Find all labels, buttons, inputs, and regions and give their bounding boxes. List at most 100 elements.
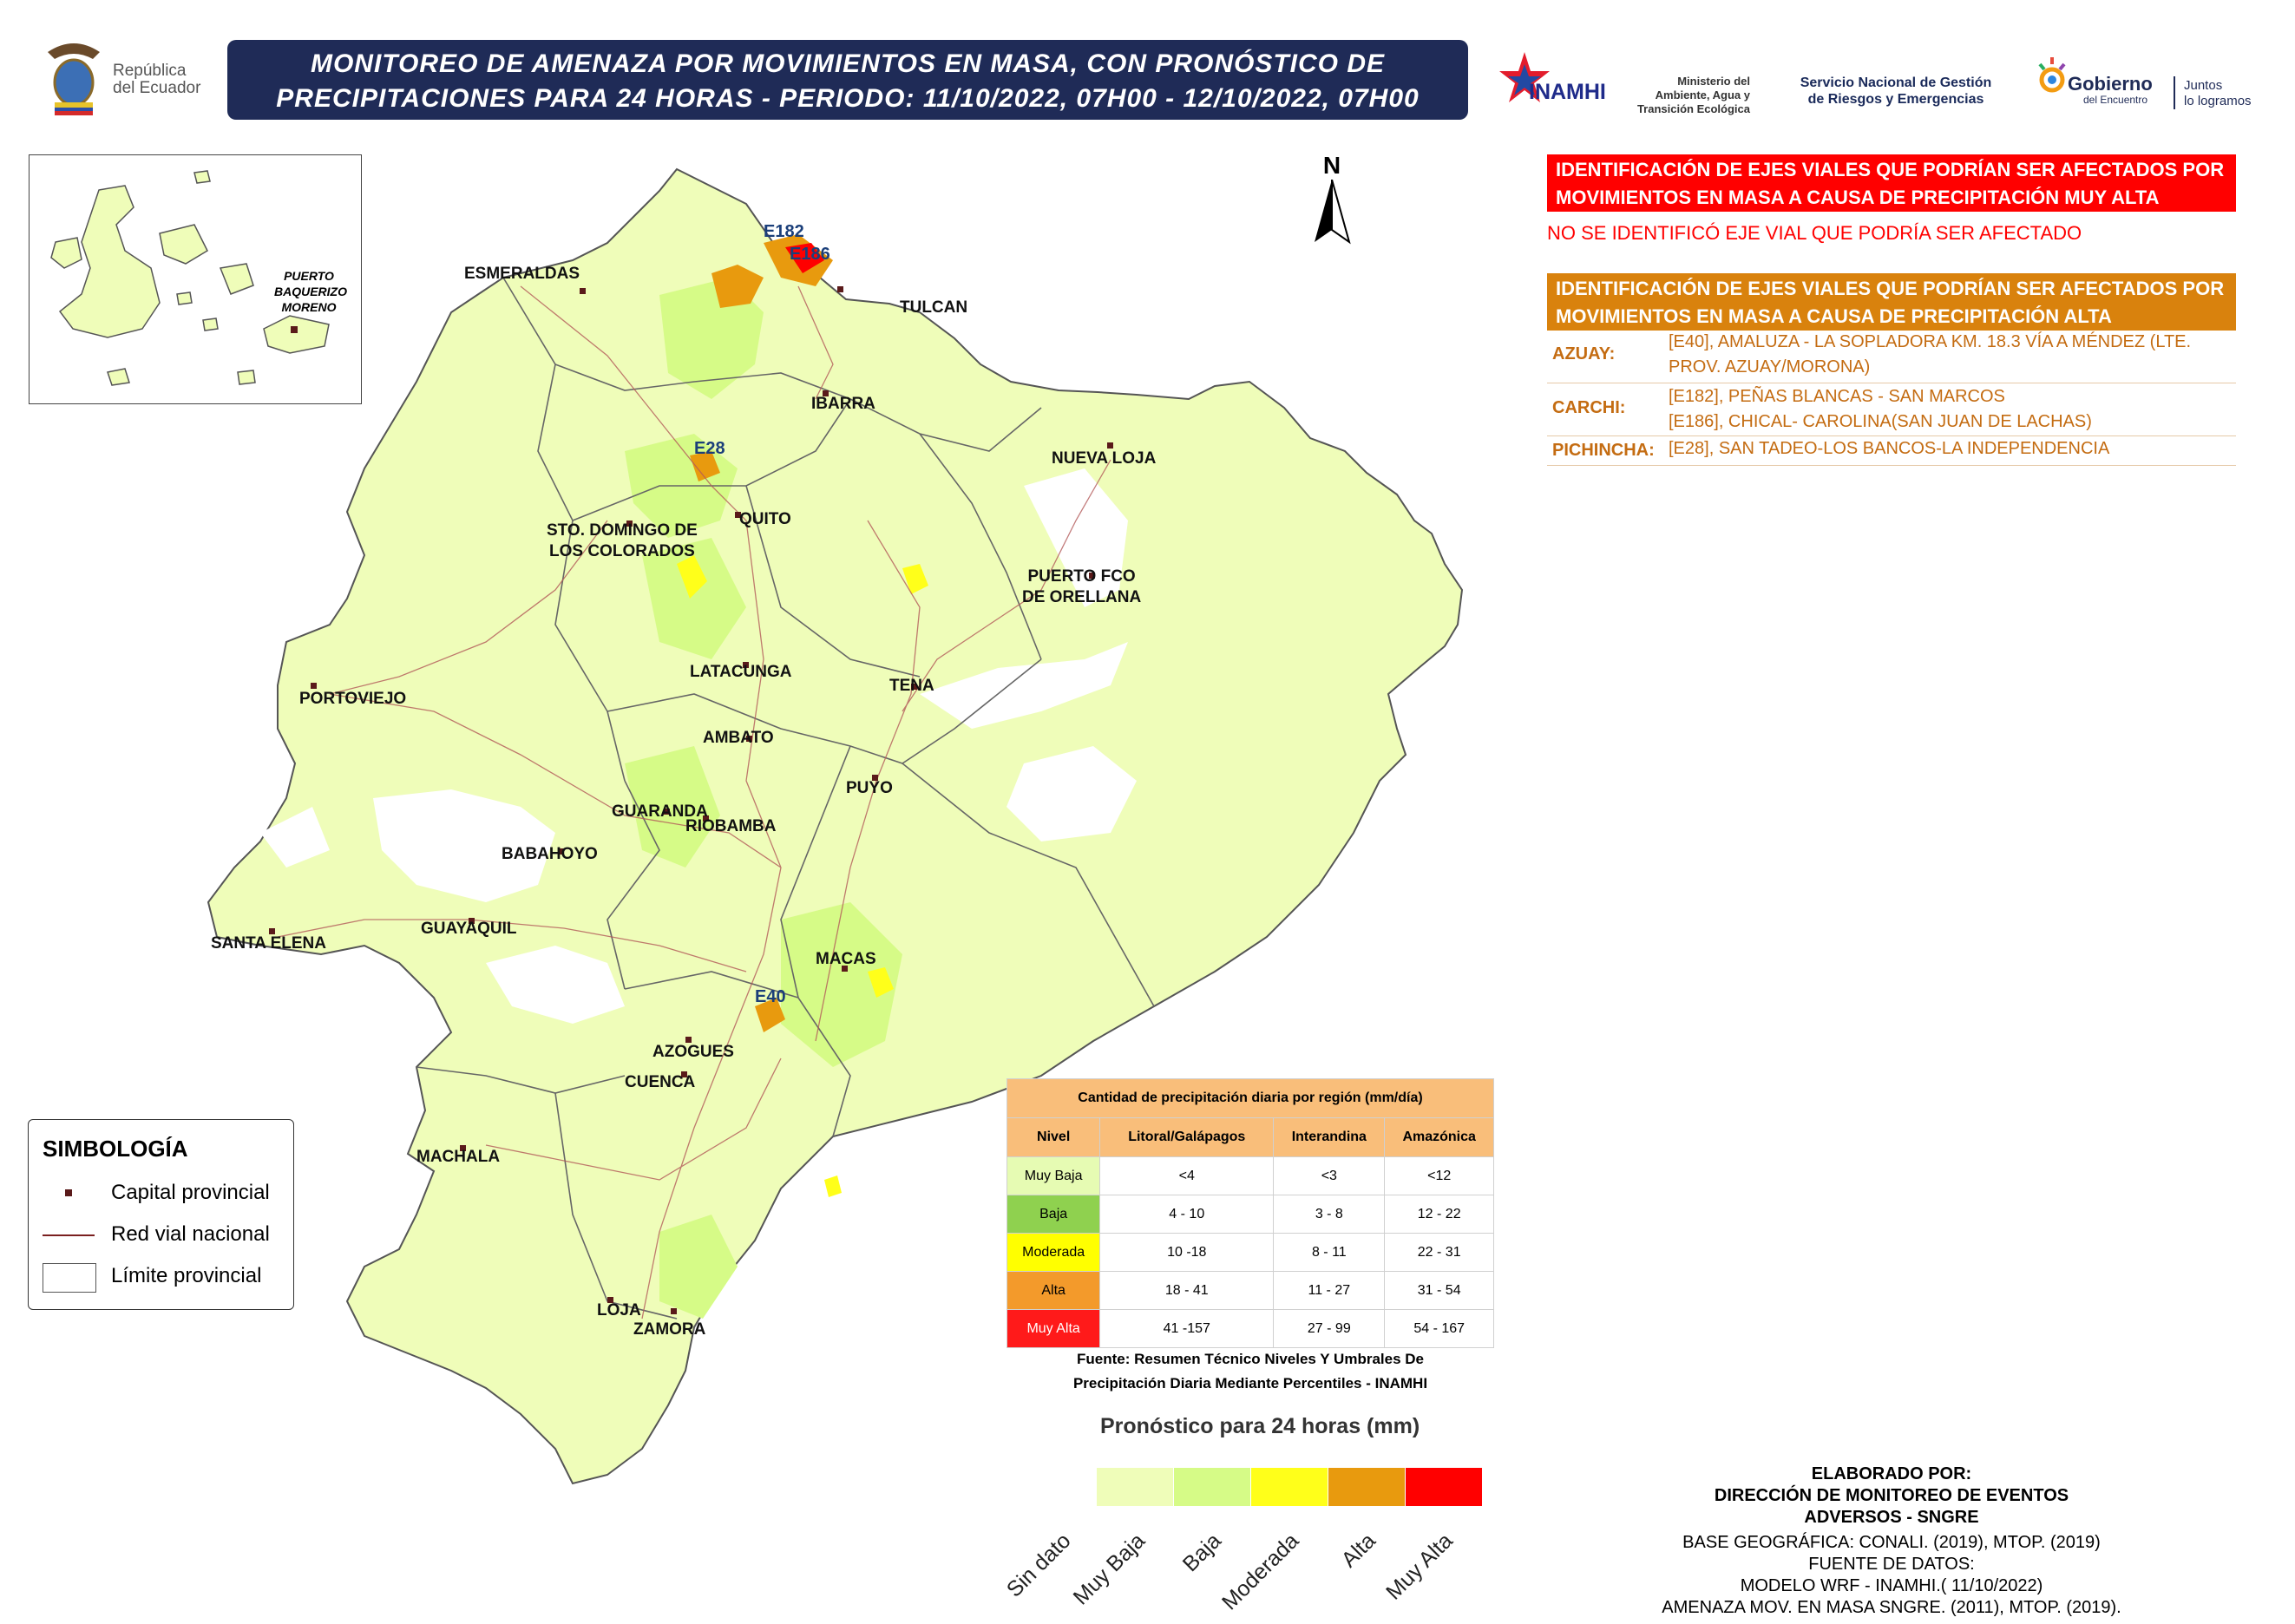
gobierno-encuentro-logo: Gobierno del Encuentro Juntos lo logramo… (2035, 54, 2278, 115)
city-tulcan: TULCAN (900, 298, 968, 317)
city-cuenca: CUENCA (625, 1073, 696, 1091)
road-description: [E182], PEÑAS BLANCAS - SAN MARCOS [E186… (1669, 387, 2092, 431)
city-puerto-orellana: PUERTO FCO DE ORELLANA (1022, 567, 1142, 606)
road-tag-e28: E28 (694, 439, 725, 458)
city-puyo: PUYO (846, 779, 893, 797)
city-macas: MACAS (816, 950, 876, 968)
city-tena: TENA (889, 677, 934, 695)
province-limit-icon (43, 1263, 96, 1293)
road-tag-e40: E40 (755, 987, 786, 1006)
gobierno-label: Gobierno (2068, 73, 2153, 95)
level-cell: Baja (1006, 1195, 1101, 1234)
table-cell: 27 - 99 (1273, 1309, 1386, 1348)
road-line-icon (43, 1234, 95, 1236)
city-santa-elena: SANTA ELENA (211, 934, 326, 953)
juntos-label: Juntos lo logramos (2184, 78, 2252, 108)
galapagos-inset: PUERTO BAQUERIZO MORENO (29, 154, 362, 404)
table-header: Interandina (1273, 1117, 1386, 1157)
province-label: AZUAY: (1552, 344, 1616, 363)
coat-of-arms-icon (48, 43, 100, 115)
table-cell: 41 -157 (1099, 1309, 1275, 1348)
level-cell: Alta (1006, 1271, 1101, 1310)
table-cell: 3 - 8 (1273, 1195, 1386, 1234)
table-cell: 31 - 54 (1384, 1271, 1494, 1310)
table-cell: <4 (1099, 1156, 1275, 1195)
city-ambato: AMBATO (703, 729, 774, 747)
city-zamora: ZAMORA (633, 1320, 706, 1339)
road-description: [E28], SAN TADEO-LOS BANCOS-LA INDEPENDE… (1669, 439, 2110, 458)
province-label: PICHINCHA: (1552, 441, 1655, 460)
city-guayaquil: GUAYAQUIL (421, 920, 517, 938)
north-label: N (1322, 152, 1341, 179)
table-row: Muy Baja <4 <3 <12 (1006, 1156, 1494, 1195)
galapagos-islands-map (50, 170, 330, 386)
north-arrow-icon (1315, 179, 1351, 245)
precipitation-table: Cantidad de precipitación diaria por reg… (1006, 1078, 1494, 1348)
high-road-row-carchi: CARCHI: [E182], PEÑAS BLANCAS - SAN MARC… (1547, 384, 2236, 436)
scale-swatch-alta (1328, 1468, 1405, 1506)
city-esmeraldas: ESMERALDAS (464, 265, 580, 283)
table-cell: 54 - 167 (1384, 1309, 1494, 1348)
high-road-row-pichincha: PICHINCHA: [E28], SAN TADEO-LOS BANCOS-L… (1547, 436, 2236, 466)
high-road-row-azuay: AZUAY: [E40], AMALUZA - LA SOPLADORA KM.… (1547, 330, 2236, 383)
table-row: Muy Alta 41 -157 27 - 99 54 - 167 (1006, 1309, 1494, 1348)
table-header: Amazónica (1384, 1117, 1494, 1157)
road-description: [E40], AMALUZA - LA SOPLADORA KM. 18.3 V… (1669, 332, 2192, 377)
legend-title: SIMBOLOGÍA (43, 1136, 188, 1162)
mainland-ecuador (207, 167, 1464, 1485)
puerto-baquerizo-label: PUERTO BAQUERIZO MORENO (274, 269, 347, 314)
table-cell: 8 - 11 (1273, 1233, 1386, 1272)
table-row: Moderada 10 -18 8 - 11 22 - 31 (1006, 1233, 1494, 1272)
table-header: Nivel (1006, 1117, 1101, 1157)
table-cell: 10 -18 (1099, 1233, 1275, 1272)
scale-swatch-moderada (1251, 1468, 1328, 1506)
table-row: Baja 4 - 10 3 - 8 12 - 22 (1006, 1195, 1494, 1234)
city-loja: LOJA (597, 1301, 641, 1320)
level-cell: Moderada (1006, 1233, 1101, 1272)
table-cell: <12 (1384, 1156, 1494, 1195)
city-latacunga: LATACUNGA (690, 663, 792, 681)
table-cell: 12 - 22 (1384, 1195, 1494, 1234)
table-cell: 22 - 31 (1384, 1233, 1494, 1272)
sngre-logo: Servicio Nacional de Gestión de Riesgos … (1800, 75, 1992, 107)
gobierno-sun-icon (2038, 57, 2066, 93)
city-guaranda: GUARANDA (612, 802, 708, 821)
legend-limit-label: Límite provincial (111, 1264, 262, 1287)
map-title: MONITOREO DE AMENAZA POR MOVIMIENTOS EN … (227, 40, 1468, 120)
title-line-1: MONITOREO DE AMENAZA POR MOVIMIENTOS EN … (310, 49, 1386, 78)
very-high-roads-heading: IDENTIFICACIÓN DE EJES VIALES QUE PODRÍA… (1547, 154, 2236, 212)
logo-divider (2174, 76, 2175, 109)
legend-road-label: Red vial nacional (111, 1222, 270, 1246)
table-cell: 4 - 10 (1099, 1195, 1275, 1234)
north-arrow: N (1302, 152, 1362, 256)
very-high-roads-note: NO SE IDENTIFICÓ EJE VIAL QUE PODRÍA SER… (1547, 222, 2082, 244)
province-label: CARCHI: (1552, 398, 1626, 417)
legend-capital-label: Capital provincial (111, 1181, 270, 1204)
scale-swatch-muy-baja (1097, 1468, 1173, 1506)
inamhi-logo: INAMHI Ministerio del Ambiente, Agua y T… (1494, 49, 1754, 118)
table-cell: 18 - 41 (1099, 1271, 1275, 1310)
city-ibarra: IBARRA (811, 395, 875, 413)
road-tag-e186: E186 (790, 245, 830, 264)
city-portoviejo: PORTOVIEJO (299, 690, 407, 708)
level-cell: Muy Alta (1006, 1309, 1101, 1348)
city-sto-domingo: STO. DOMINGO DE LOS COLORADOS (547, 521, 698, 560)
table-cell: <3 (1273, 1156, 1386, 1195)
table-cell: 11 - 27 (1273, 1271, 1386, 1310)
table-header: Litoral/Galápagos (1099, 1117, 1275, 1157)
scale-swatch-muy-alta (1406, 1468, 1482, 1506)
row-divider (1547, 465, 2236, 466)
high-roads-heading: IDENTIFICACIÓN DE EJES VIALES QUE PODRÍA… (1547, 273, 2236, 331)
inamhi-star-icon (1499, 52, 1550, 102)
title-line-2: PRECIPITACIONES PARA 24 HORAS - PERIODO:… (276, 84, 1420, 113)
table-source: Fuente: Resumen Técnico Niveles Y Umbral… (1072, 1351, 1428, 1392)
capital-marker-icon (65, 1189, 72, 1196)
city-nueva-loja: NUEVA LOJA (1052, 449, 1157, 468)
ministerio-label: Ministerio del Ambiente, Agua y Transici… (1636, 75, 1750, 115)
city-babahoyo: BABAHOYO (502, 845, 598, 863)
city-quito: QUITO (739, 510, 791, 528)
forecast-scale-title: Pronóstico para 24 horas (mm) (1100, 1414, 1420, 1438)
scale-swatch-baja (1174, 1468, 1250, 1506)
map-legend: SIMBOLOGÍA Capital provincial Red vial n… (28, 1119, 294, 1310)
